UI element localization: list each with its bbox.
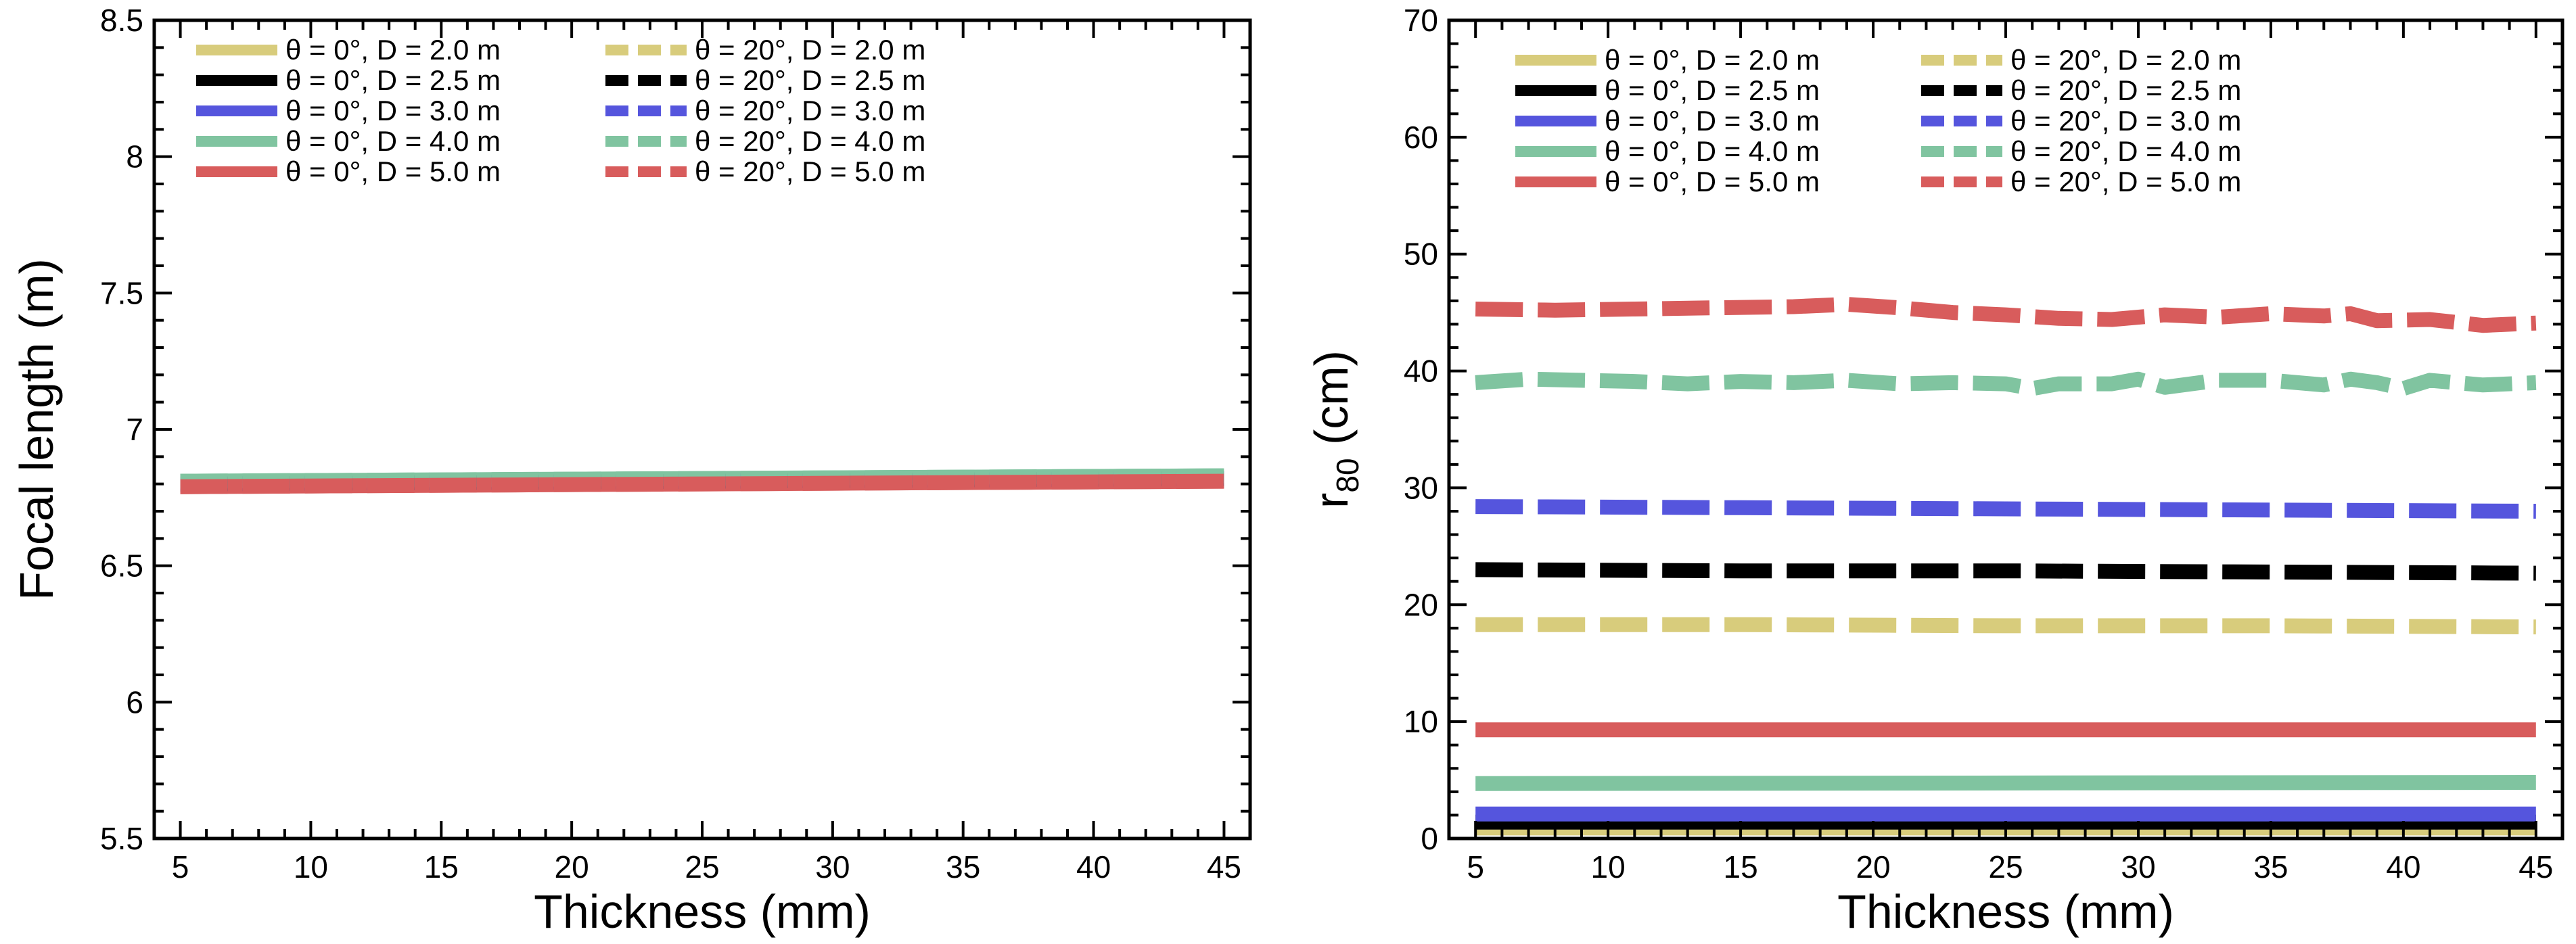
x-tick-label: 45 xyxy=(1207,849,1241,884)
x-tick-label: 15 xyxy=(1724,849,1758,884)
legend-entry-label: θ = 0°, D = 2.5 m xyxy=(285,64,501,96)
legend-entry-label: θ = 0°, D = 2.0 m xyxy=(285,34,501,66)
series-lines xyxy=(1475,297,2537,836)
x-tick-label: 40 xyxy=(2386,849,2420,884)
series-line-8 xyxy=(1475,371,2537,396)
x-tick-label: 25 xyxy=(685,849,719,884)
legend-entry-label: θ = 20°, D = 4.0 m xyxy=(2010,135,2241,167)
x-tick-label: 5 xyxy=(172,849,189,884)
legend-entry-label: θ = 0°, D = 2.0 m xyxy=(1605,44,1820,76)
y-tick-label: 30 xyxy=(1404,470,1438,505)
legend-entry-label: θ = 20°, D = 2.5 m xyxy=(2010,74,2241,106)
y-tick-label: 7 xyxy=(126,412,143,447)
series-lines xyxy=(180,468,1224,494)
y-tick-label: 70 xyxy=(1404,3,1438,38)
series-line-5 xyxy=(1475,617,2536,635)
y-tick-label: 8.5 xyxy=(100,3,143,38)
y-tick-label: 60 xyxy=(1404,120,1438,155)
legend-entry-label: θ = 0°, D = 4.0 m xyxy=(1605,135,1820,167)
legend-entry-label: θ = 20°, D = 4.0 m xyxy=(695,125,925,157)
legend-entry-label: θ = 20°, D = 3.0 m xyxy=(2010,105,2241,137)
x-tick-label: 20 xyxy=(1856,849,1890,884)
x-tick-label: 15 xyxy=(424,849,459,884)
x-tick-label: 25 xyxy=(1988,849,2023,884)
y-tick-label: 40 xyxy=(1404,354,1438,389)
y-tick-label: 6.5 xyxy=(100,548,143,584)
focal-length-chart: 5 10 15 20 25 30 35 40 45 5.5 6 6.5 7 7.5 8 8.5 Thicknes… xyxy=(10,3,1252,938)
series-line-3 xyxy=(1475,775,2536,791)
x-axis-label: Thickness (mm) xyxy=(1837,885,2174,938)
x-tick-label: 30 xyxy=(2121,849,2155,884)
series-line-6 xyxy=(1475,562,2536,581)
x-tick-label: 35 xyxy=(946,849,980,884)
y-tick-label: 8 xyxy=(126,139,143,174)
y-tick-label: 6 xyxy=(126,684,143,719)
legend-entry-label: θ = 0°, D = 5.0 m xyxy=(285,156,501,187)
series-line-7 xyxy=(1475,499,2536,519)
y-tick-label: 20 xyxy=(1404,587,1438,622)
x-tick-label: 45 xyxy=(2518,849,2553,884)
x-axis-label: Thickness (mm) xyxy=(534,885,871,938)
x-tick-label: 10 xyxy=(1591,849,1626,884)
series-line-9 xyxy=(1475,297,2537,333)
y-tick-label: 10 xyxy=(1404,704,1438,739)
y-axis-label: r80 (cm) xyxy=(1305,350,1365,509)
x-tick-label: 30 xyxy=(815,849,850,884)
legend-entry-label: θ = 20°, D = 2.0 m xyxy=(695,34,925,66)
legend: θ = 0°, D = 2.0 mθ = 0°, D = 2.5 mθ = 0°… xyxy=(196,34,925,187)
x-tick-label: 10 xyxy=(294,849,328,884)
legend-entry-label: θ = 20°, D = 3.0 m xyxy=(695,95,925,126)
x-tick-label: 5 xyxy=(1467,849,1484,884)
legend-entry-label: θ = 0°, D = 5.0 m xyxy=(1605,166,1820,197)
x-tick-label: 40 xyxy=(1076,849,1111,884)
x-tick-label: 35 xyxy=(2253,849,2288,884)
legend-entry-label: θ = 20°, D = 2.5 m xyxy=(695,64,925,96)
y-tick-label: 50 xyxy=(1404,237,1438,272)
legend-entry-label: θ = 0°, D = 4.0 m xyxy=(285,125,501,157)
y-axis-label: Focal length (m) xyxy=(10,258,63,600)
y-tick-label: 7.5 xyxy=(100,275,143,310)
y-tick-label: 0 xyxy=(1421,821,1438,856)
legend: θ = 0°, D = 2.0 mθ = 0°, D = 2.5 mθ = 0°… xyxy=(1515,44,2241,197)
legend-entry-label: θ = 20°, D = 2.0 m xyxy=(2010,44,2241,76)
legend-entry-label: θ = 20°, D = 5.0 m xyxy=(2010,166,2241,197)
legend-entry-label: θ = 0°, D = 2.5 m xyxy=(1605,74,1820,106)
x-tick-label: 20 xyxy=(555,849,589,884)
r80-chart: 5 10 15 20 25 30 35 40 45 0 10 20 30 40 50 60 70 Thicknes… xyxy=(1305,3,2564,938)
series-line-9 xyxy=(180,473,1224,494)
y-tick-label: 5.5 xyxy=(100,821,143,856)
legend-entry-label: θ = 20°, D = 5.0 m xyxy=(695,156,925,187)
legend-entry-label: θ = 0°, D = 3.0 m xyxy=(1605,105,1820,137)
legend-entry-label: θ = 0°, D = 3.0 m xyxy=(285,95,501,126)
